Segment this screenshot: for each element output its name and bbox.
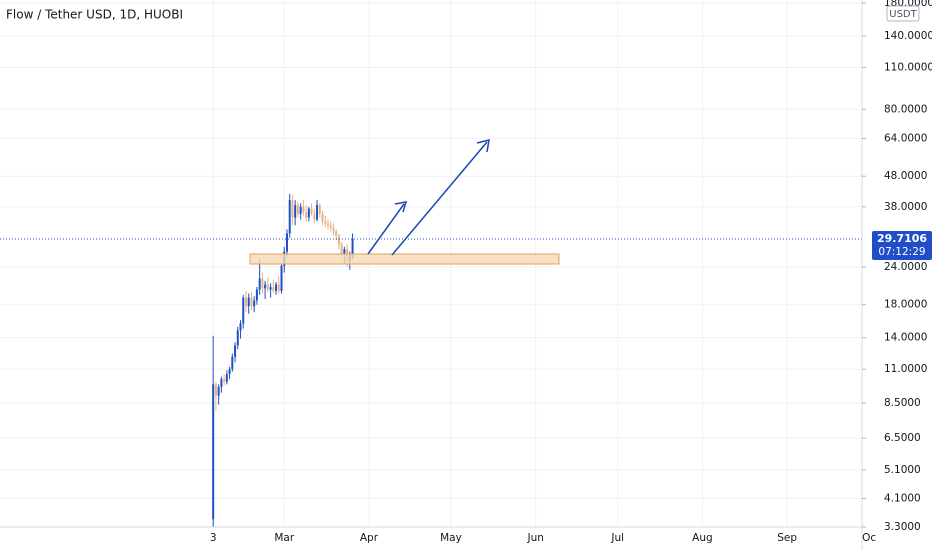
candle-body [212, 384, 215, 520]
candle-body [326, 223, 329, 226]
y-tick-label: 64.0000 [884, 132, 927, 144]
candle-body [329, 225, 332, 228]
y-tick-label: 110.0000 [884, 62, 932, 74]
x-tick-label: Sep [777, 532, 797, 544]
x-tick-label: Mar [274, 532, 294, 544]
candle-body [247, 297, 250, 307]
candle-body [294, 205, 297, 218]
x-tick-label: Jul [610, 532, 624, 544]
y-tick-label: 80.0000 [884, 103, 927, 115]
chart-title: Flow / Tether USD, 1D, HUOBI [6, 8, 183, 22]
y-tick-label: 48.0000 [884, 170, 927, 182]
candle-body [225, 374, 228, 382]
price-axis-bg [862, 0, 932, 550]
candle-body [318, 205, 321, 214]
candle-body [302, 206, 305, 213]
candle-body [280, 265, 283, 291]
candle-body [220, 379, 223, 388]
candle-body [266, 284, 269, 290]
plot-layer [0, 193, 862, 527]
candle-body [299, 206, 302, 214]
candle-body [239, 323, 242, 331]
candle-body [272, 287, 275, 291]
currency-label: USDT [889, 9, 917, 20]
x-tick-label: 3 [210, 532, 217, 544]
y-tick-label: 6.5000 [884, 432, 921, 444]
candle-body [316, 205, 319, 220]
candle-body [335, 231, 338, 236]
support-zone [249, 253, 560, 265]
candle-body [291, 200, 294, 218]
y-tick-label: 4.1000 [884, 493, 921, 505]
candle-body [275, 284, 278, 291]
arrow-short [367, 201, 408, 255]
y-tick-label: 8.5000 [884, 397, 921, 409]
candle-body [313, 213, 316, 220]
candle-body [223, 379, 226, 382]
candle-body [234, 345, 237, 357]
x-tick-label: Aug [692, 532, 713, 544]
y-tick-label: 38.0000 [884, 201, 927, 213]
candle-body [242, 297, 245, 324]
candle-body [258, 278, 261, 290]
y-tick-label: 14.0000 [884, 332, 927, 344]
candle-body [343, 249, 346, 255]
y-tick-label: 140.0000 [884, 30, 932, 42]
time-axis-bg [0, 527, 862, 550]
candle-body [277, 284, 280, 291]
y-tick-label: 3.3000 [884, 521, 921, 533]
candle-body [307, 208, 310, 218]
candle-body [288, 200, 291, 234]
y-tick-label: 24.0000 [884, 261, 927, 273]
arrow-long [391, 138, 490, 256]
x-tick-label: Oc [862, 532, 876, 544]
arrows [367, 138, 490, 256]
candle-body [261, 278, 264, 289]
candle-body [236, 330, 239, 346]
y-tick-label: 5.1000 [884, 464, 921, 476]
candle-body [332, 227, 335, 232]
candle-body [214, 384, 217, 396]
candle-body [269, 287, 272, 290]
candle-body [351, 239, 354, 255]
candle-body [255, 289, 258, 301]
candle-body [250, 297, 253, 307]
candle-body [296, 205, 299, 214]
candle-body [324, 221, 327, 224]
y-tick-label: 18.0000 [884, 299, 927, 311]
x-tick-label: Apr [360, 532, 379, 544]
x-tick-label: Jun [526, 532, 543, 544]
candle-body [231, 356, 234, 370]
candle-body [310, 208, 313, 214]
current-price-label: 29.7106 [877, 232, 927, 245]
candle-body [337, 235, 340, 245]
current-price-tag [872, 231, 932, 261]
candle-body [321, 213, 324, 222]
currency-box [886, 5, 920, 22]
candle-body [264, 284, 267, 289]
y-tick-label: 180.0000 [884, 0, 932, 9]
candle-body [217, 387, 220, 396]
countdown-label: 07:12:29 [878, 246, 925, 258]
candle-body [305, 212, 308, 218]
candle-body [253, 300, 256, 307]
x-tick-label: May [440, 532, 462, 544]
candle-body [285, 233, 288, 252]
candle-body [340, 244, 343, 255]
y-tick-label: 11.0000 [884, 363, 927, 375]
candle-body [244, 297, 247, 307]
candle-body [228, 369, 231, 375]
